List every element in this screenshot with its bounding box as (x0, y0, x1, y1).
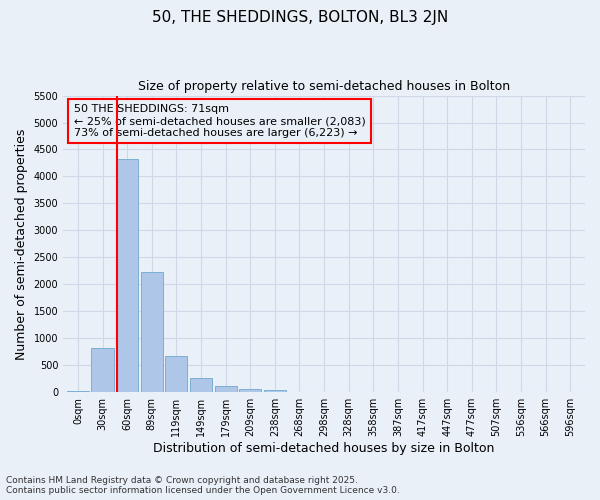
Bar (215, 386, 237, 392)
Bar (141, 272, 163, 392)
X-axis label: Distribution of semi-detached houses by size in Bolton: Distribution of semi-detached houses by … (154, 442, 495, 455)
Y-axis label: Number of semi-detached properties: Number of semi-detached properties (15, 128, 28, 360)
Bar (91, 348, 113, 392)
Bar (116, 159, 138, 392)
Text: 50, THE SHEDDINGS, BOLTON, BL3 2JN: 50, THE SHEDDINGS, BOLTON, BL3 2JN (152, 10, 448, 25)
Bar (190, 378, 212, 392)
Title: Size of property relative to semi-detached houses in Bolton: Size of property relative to semi-detach… (138, 80, 510, 93)
Bar (67, 390, 89, 392)
Text: Contains HM Land Registry data © Crown copyright and database right 2025.
Contai: Contains HM Land Registry data © Crown c… (6, 476, 400, 495)
Text: 50 THE SHEDDINGS: 71sqm
← 25% of semi-detached houses are smaller (2,083)
73% of: 50 THE SHEDDINGS: 71sqm ← 25% of semi-de… (74, 104, 365, 138)
Bar (166, 356, 187, 392)
Bar (239, 389, 262, 392)
Bar (264, 390, 286, 392)
